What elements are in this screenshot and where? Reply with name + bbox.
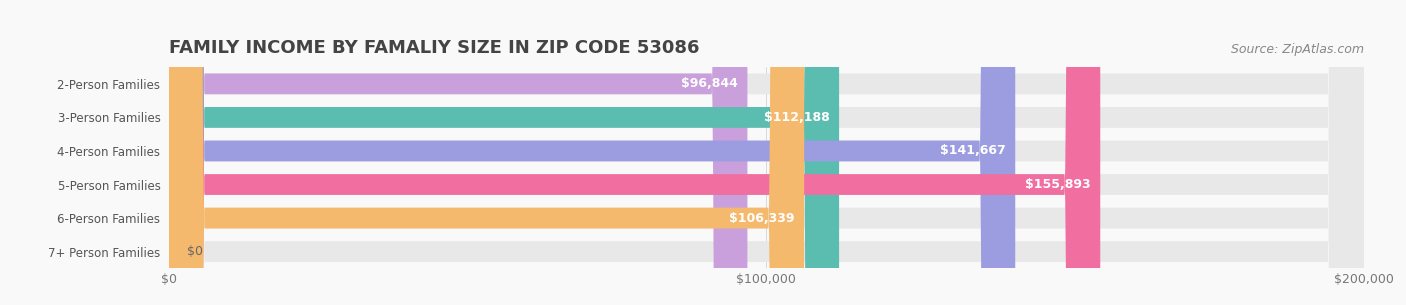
FancyBboxPatch shape [169, 0, 1364, 305]
FancyBboxPatch shape [169, 0, 1364, 305]
FancyBboxPatch shape [169, 0, 804, 305]
FancyBboxPatch shape [169, 0, 839, 305]
Text: $106,339: $106,339 [730, 212, 794, 224]
FancyBboxPatch shape [169, 0, 1364, 305]
Text: FAMILY INCOME BY FAMALIY SIZE IN ZIP CODE 53086: FAMILY INCOME BY FAMALIY SIZE IN ZIP COD… [169, 39, 699, 57]
FancyBboxPatch shape [169, 0, 1015, 305]
Text: $96,844: $96,844 [681, 77, 738, 90]
FancyBboxPatch shape [169, 0, 1364, 305]
FancyBboxPatch shape [169, 0, 748, 305]
FancyBboxPatch shape [169, 0, 1101, 305]
Text: $141,667: $141,667 [941, 145, 1005, 157]
FancyBboxPatch shape [169, 0, 1364, 305]
Text: $0: $0 [187, 245, 202, 258]
Text: $155,893: $155,893 [1025, 178, 1091, 191]
FancyBboxPatch shape [169, 0, 1364, 305]
Text: $112,188: $112,188 [763, 111, 830, 124]
Text: Source: ZipAtlas.com: Source: ZipAtlas.com [1230, 43, 1364, 56]
